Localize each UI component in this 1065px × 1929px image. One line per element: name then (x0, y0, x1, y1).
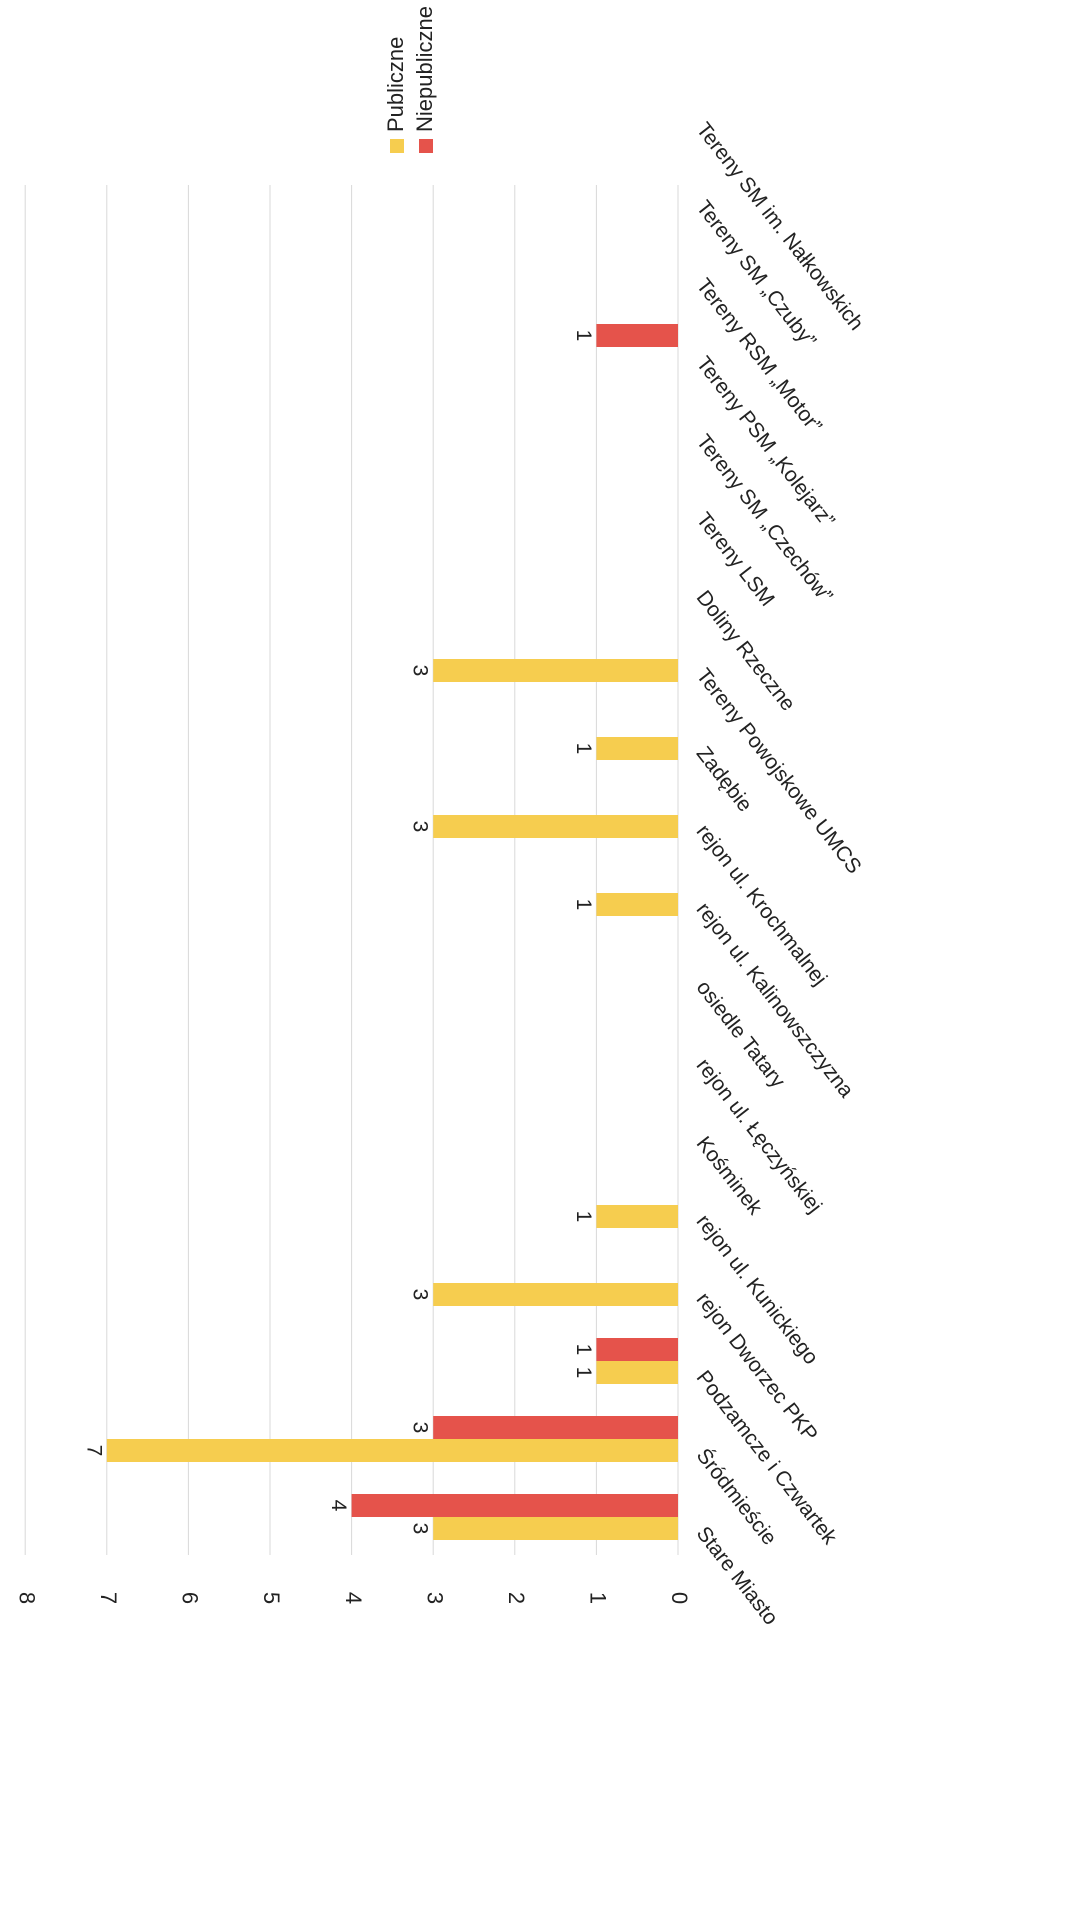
tick-label: 8 (14, 1592, 39, 1604)
data-label: 3 (409, 1422, 432, 1434)
bar-publiczne (596, 737, 678, 760)
data-label: 1 (572, 1211, 595, 1223)
legend-swatch (419, 139, 433, 153)
tick-label: 0 (667, 1592, 692, 1604)
bar-publiczne (433, 815, 678, 838)
bar-publiczne (433, 1517, 678, 1540)
value-axis-ticks: 8 7 6 5 4 3 2 1 0 (14, 1592, 692, 1604)
data-label: 3 (409, 665, 432, 677)
data-label: 4 (327, 1500, 350, 1512)
bar-publiczne (433, 1283, 678, 1306)
data-label: 3 (409, 1289, 432, 1301)
bar-publiczne (106, 1439, 679, 1462)
data-label: 1 (572, 1367, 595, 1379)
gridlines (24, 185, 679, 1555)
data-label: 3 (409, 821, 432, 833)
tick-label: 5 (259, 1592, 284, 1604)
bar-publiczne (433, 659, 678, 682)
legend-label: Publiczne (383, 37, 408, 132)
legend: Publiczne Niepubliczne (383, 6, 437, 153)
bar-niepubliczne (351, 1494, 678, 1517)
legend-swatch (390, 139, 404, 153)
bar-publiczne (596, 893, 678, 916)
data-label: 1 (572, 743, 595, 755)
tick-label: 7 (96, 1592, 121, 1604)
bar-publiczne (596, 1361, 678, 1384)
data-label: 3 (409, 1523, 432, 1535)
data-label: 1 (572, 1344, 595, 1356)
category-label: Tereny SM „Czuby” (692, 196, 821, 352)
bar-publiczne (596, 1205, 678, 1228)
tick-label: 6 (178, 1592, 203, 1604)
data-label: 1 (572, 330, 595, 342)
tick-label: 1 (586, 1592, 611, 1604)
bar-niepubliczne (596, 324, 678, 347)
legend-label: Niepubliczne (412, 6, 437, 132)
data-label: 7 (82, 1445, 105, 1457)
tick-label: 3 (422, 1592, 447, 1604)
tick-label: 4 (341, 1592, 366, 1604)
data-label: 1 (572, 899, 595, 911)
bar-niepubliczne (596, 1338, 678, 1361)
category-label: Zadębie (692, 742, 757, 816)
bar-niepubliczne (433, 1416, 678, 1439)
tick-label: 2 (504, 1592, 529, 1604)
bars-group: 3 4 7 3 1 1 3 1 1 3 1 3 1 (82, 324, 679, 1540)
